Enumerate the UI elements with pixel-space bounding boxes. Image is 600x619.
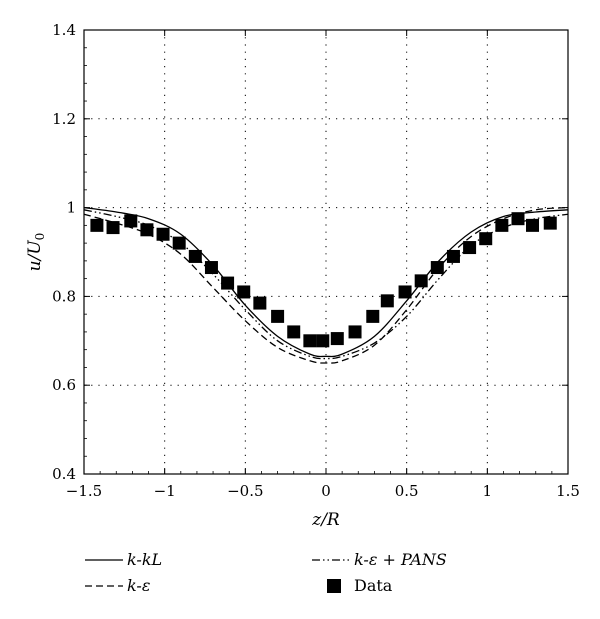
data-point: [463, 241, 477, 255]
x-tick-label: −1: [154, 482, 176, 500]
data-point: [366, 309, 380, 323]
x-tick-label: 0: [321, 482, 331, 500]
x-axis-label: z/R: [311, 510, 340, 530]
data-point: [124, 214, 138, 228]
data-point: [237, 285, 251, 299]
data-point: [380, 294, 394, 308]
data-point: [303, 334, 317, 348]
data-point: [253, 296, 267, 310]
data-point: [271, 309, 285, 323]
data-point: [430, 261, 444, 275]
data-point: [188, 249, 202, 263]
legend-label: k-ε + PANS: [354, 550, 447, 569]
legend-label: k-ε: [127, 576, 150, 595]
data-point: [172, 236, 186, 250]
data-point: [156, 227, 170, 241]
y-tick-label: 1: [66, 199, 76, 217]
data-point: [330, 332, 344, 346]
data-point: [543, 216, 557, 230]
data-point: [204, 261, 218, 275]
data-point: [398, 285, 412, 299]
series-line-k-kl: [83, 206, 569, 358]
x-tick-label: 1.5: [556, 482, 580, 500]
y-tick-label: 1.4: [52, 21, 76, 39]
legend-label: k-kL: [127, 550, 162, 569]
legend-label: Data: [354, 576, 393, 595]
series-line-k-pans: [83, 209, 569, 360]
y-axis-label: u/U0: [25, 233, 47, 272]
y-tick-label: 0.6: [52, 376, 76, 394]
data-point: [348, 325, 362, 339]
x-tick-label: −0.5: [227, 482, 263, 500]
data-point: [106, 221, 120, 235]
data-point: [526, 218, 540, 232]
y-tick-label: 0.4: [52, 465, 76, 483]
legend-marker-data: [327, 579, 341, 593]
data-point: [511, 212, 525, 226]
series-line-k: [83, 206, 569, 364]
y-tick-label: 1.2: [52, 110, 76, 128]
data-point: [287, 325, 301, 339]
legend: k-kL k-ε k-ε + PANS Data: [85, 550, 447, 595]
data-point: [316, 334, 330, 348]
x-tick-label: 1: [483, 482, 493, 500]
series: [83, 206, 569, 364]
x-tick-label: −1.5: [66, 482, 102, 500]
plot-frame: [83, 29, 569, 475]
data-point: [479, 232, 493, 246]
grid: [84, 30, 568, 474]
data-point: [90, 218, 104, 232]
data-point: [414, 274, 428, 288]
data-point: [446, 249, 460, 263]
x-tick-label: 0.5: [395, 482, 419, 500]
axis-ticks: −1.5 −1 −0.5 0 0.5 1 1.5 0.4 0.6 0.8 1 1.2 1.4: [52, 21, 580, 500]
data-point: [221, 276, 235, 290]
y-tick-label: 0.8: [52, 287, 76, 305]
data-point: [140, 223, 154, 237]
data-point: [495, 218, 509, 232]
